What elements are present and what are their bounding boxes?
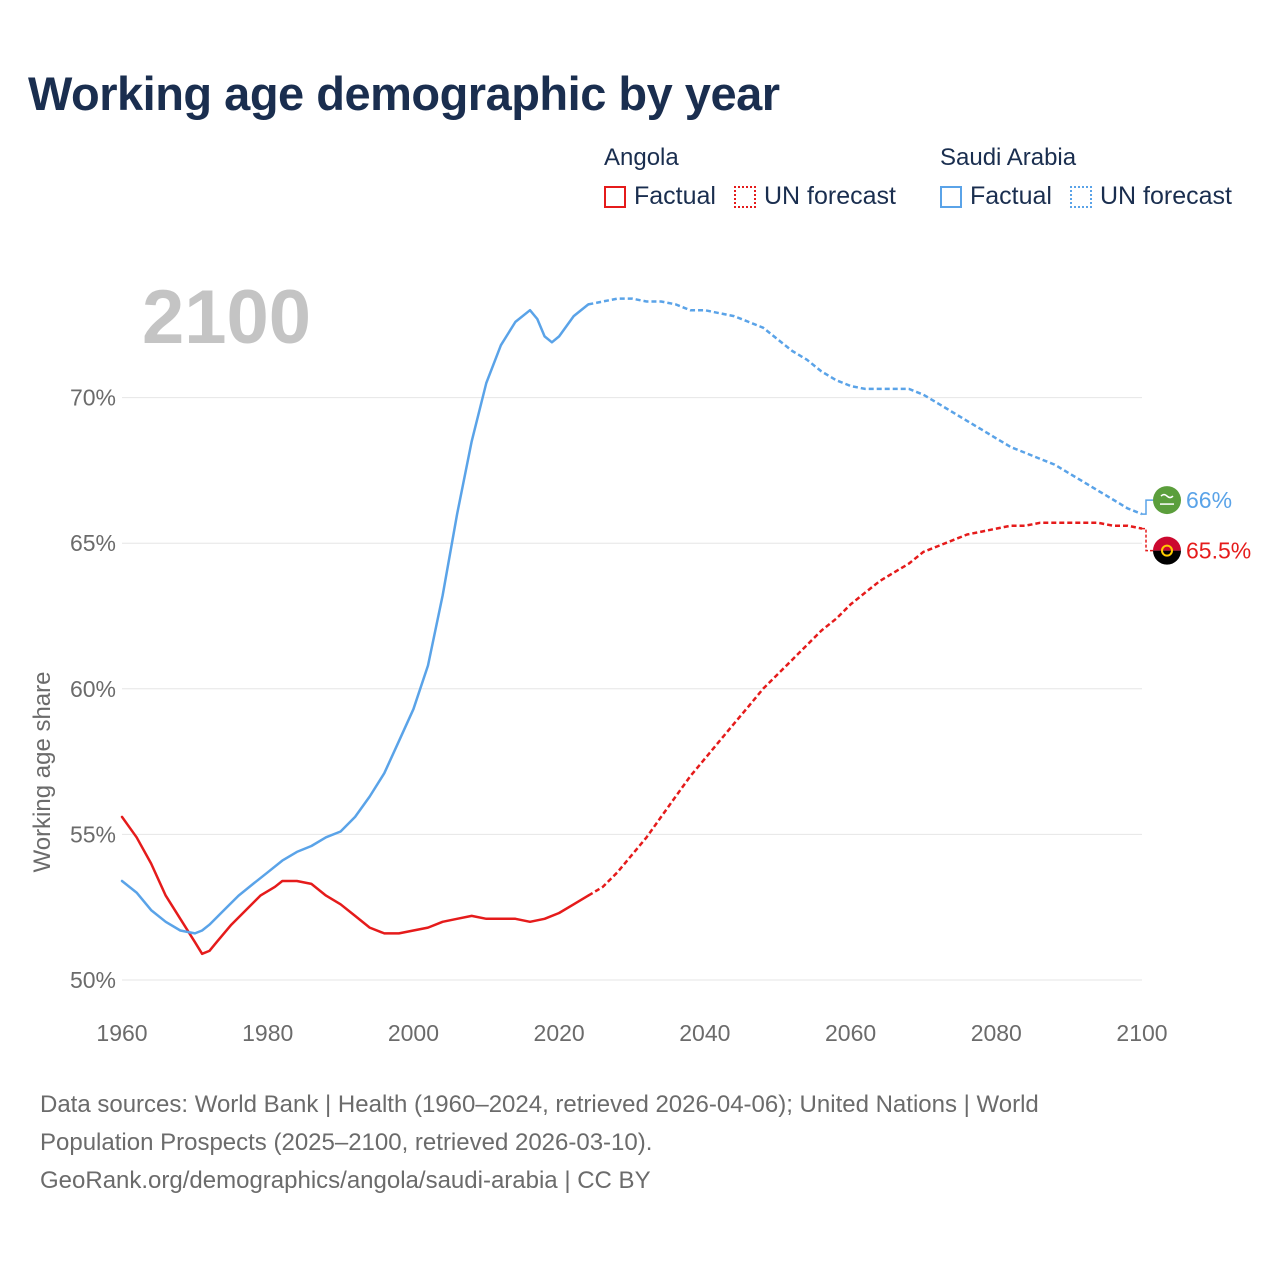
x-tick-label: 1960 [96, 1020, 147, 1046]
x-tick-label: 2040 [679, 1020, 730, 1046]
end-connector [1142, 527, 1153, 552]
x-tick-label: 1980 [242, 1020, 293, 1046]
x-tick-label: 2080 [971, 1020, 1022, 1046]
legend-saudi-arabia: Saudi Arabia Factual UN forecast [940, 144, 1232, 211]
legend-label: Factual [970, 182, 1052, 210]
footer-sources-line-1: Data sources: World Bank | Health (1960–… [40, 1091, 1039, 1118]
angola-flag-icon [1153, 536, 1181, 551]
angola-emblem-icon [1161, 544, 1173, 557]
dotted-swatch-icon [733, 185, 756, 208]
x-tick-label: 2100 [1116, 1020, 1167, 1046]
series-line-angola-forecast[interactable] [587, 521, 1143, 897]
y-tick-label: 60% [70, 676, 116, 702]
end-value-label-angola: 65.5% [1186, 538, 1251, 564]
footer-sources-line-2: Population Prospects (2025–2100, retriev… [40, 1129, 653, 1156]
saudi-arabia-flag-icon [1153, 486, 1181, 515]
chart-title: Working age demographic by year [28, 67, 780, 120]
legend-item-saudi-forecast[interactable]: UN forecast [1069, 182, 1232, 211]
angola-flag-icon [1153, 550, 1181, 565]
dotted-swatch-icon [1069, 185, 1092, 208]
legend-label: UN forecast [1099, 182, 1232, 210]
series-line-angola-factual[interactable] [120, 815, 590, 956]
y-tick-label: 50% [70, 967, 116, 993]
legend-item-angola-forecast[interactable]: UN forecast [733, 182, 896, 211]
year-watermark: 2100 [142, 275, 311, 360]
y-tick-label: 65% [70, 530, 116, 556]
saudi-script-icon [1160, 493, 1174, 499]
y-tick-label: 55% [70, 821, 116, 847]
legend-label: Factual [634, 182, 716, 210]
legend-item-saudi-factual[interactable]: Factual [940, 182, 1052, 211]
footer: Data sources: World Bank | Health (1960–… [40, 1086, 1240, 1200]
footer-attribution[interactable]: GeoRank.org/demographics/angola/saudi-ar… [40, 1167, 651, 1194]
legend-country-angola: Angola [604, 144, 679, 171]
legend-angola: Angola Factual UN forecast [604, 144, 914, 211]
legend-country-saudi-arabia: Saudi Arabia [940, 144, 1077, 171]
end-connector [1142, 499, 1153, 515]
x-tick-label: 2020 [534, 1020, 585, 1046]
solid-swatch-icon [604, 185, 626, 208]
end-value-label-saudi-arabia: 66% [1186, 487, 1232, 513]
x-tick-label: 2060 [825, 1020, 876, 1046]
solid-swatch-icon [940, 185, 962, 208]
line-chart: 2100 50% 55% 60% 65% 70% 1960 1980 2000 2020 2040 2… [29, 275, 1251, 1046]
y-tick-label: 70% [70, 385, 116, 411]
x-tick-label: 2000 [388, 1020, 439, 1046]
legend-item-angola-factual[interactable]: Factual [604, 182, 716, 211]
series-line-saudi-arabia-factual[interactable] [120, 303, 590, 935]
y-axis-label: Working age share [29, 672, 56, 873]
series-line-saudi-arabia-forecast[interactable] [588, 297, 1143, 516]
legend-label: UN forecast [763, 182, 896, 210]
